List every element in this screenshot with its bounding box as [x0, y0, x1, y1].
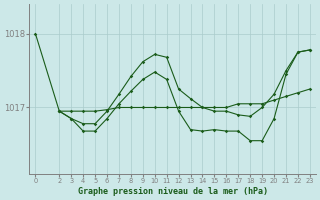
X-axis label: Graphe pression niveau de la mer (hPa): Graphe pression niveau de la mer (hPa) — [78, 187, 268, 196]
